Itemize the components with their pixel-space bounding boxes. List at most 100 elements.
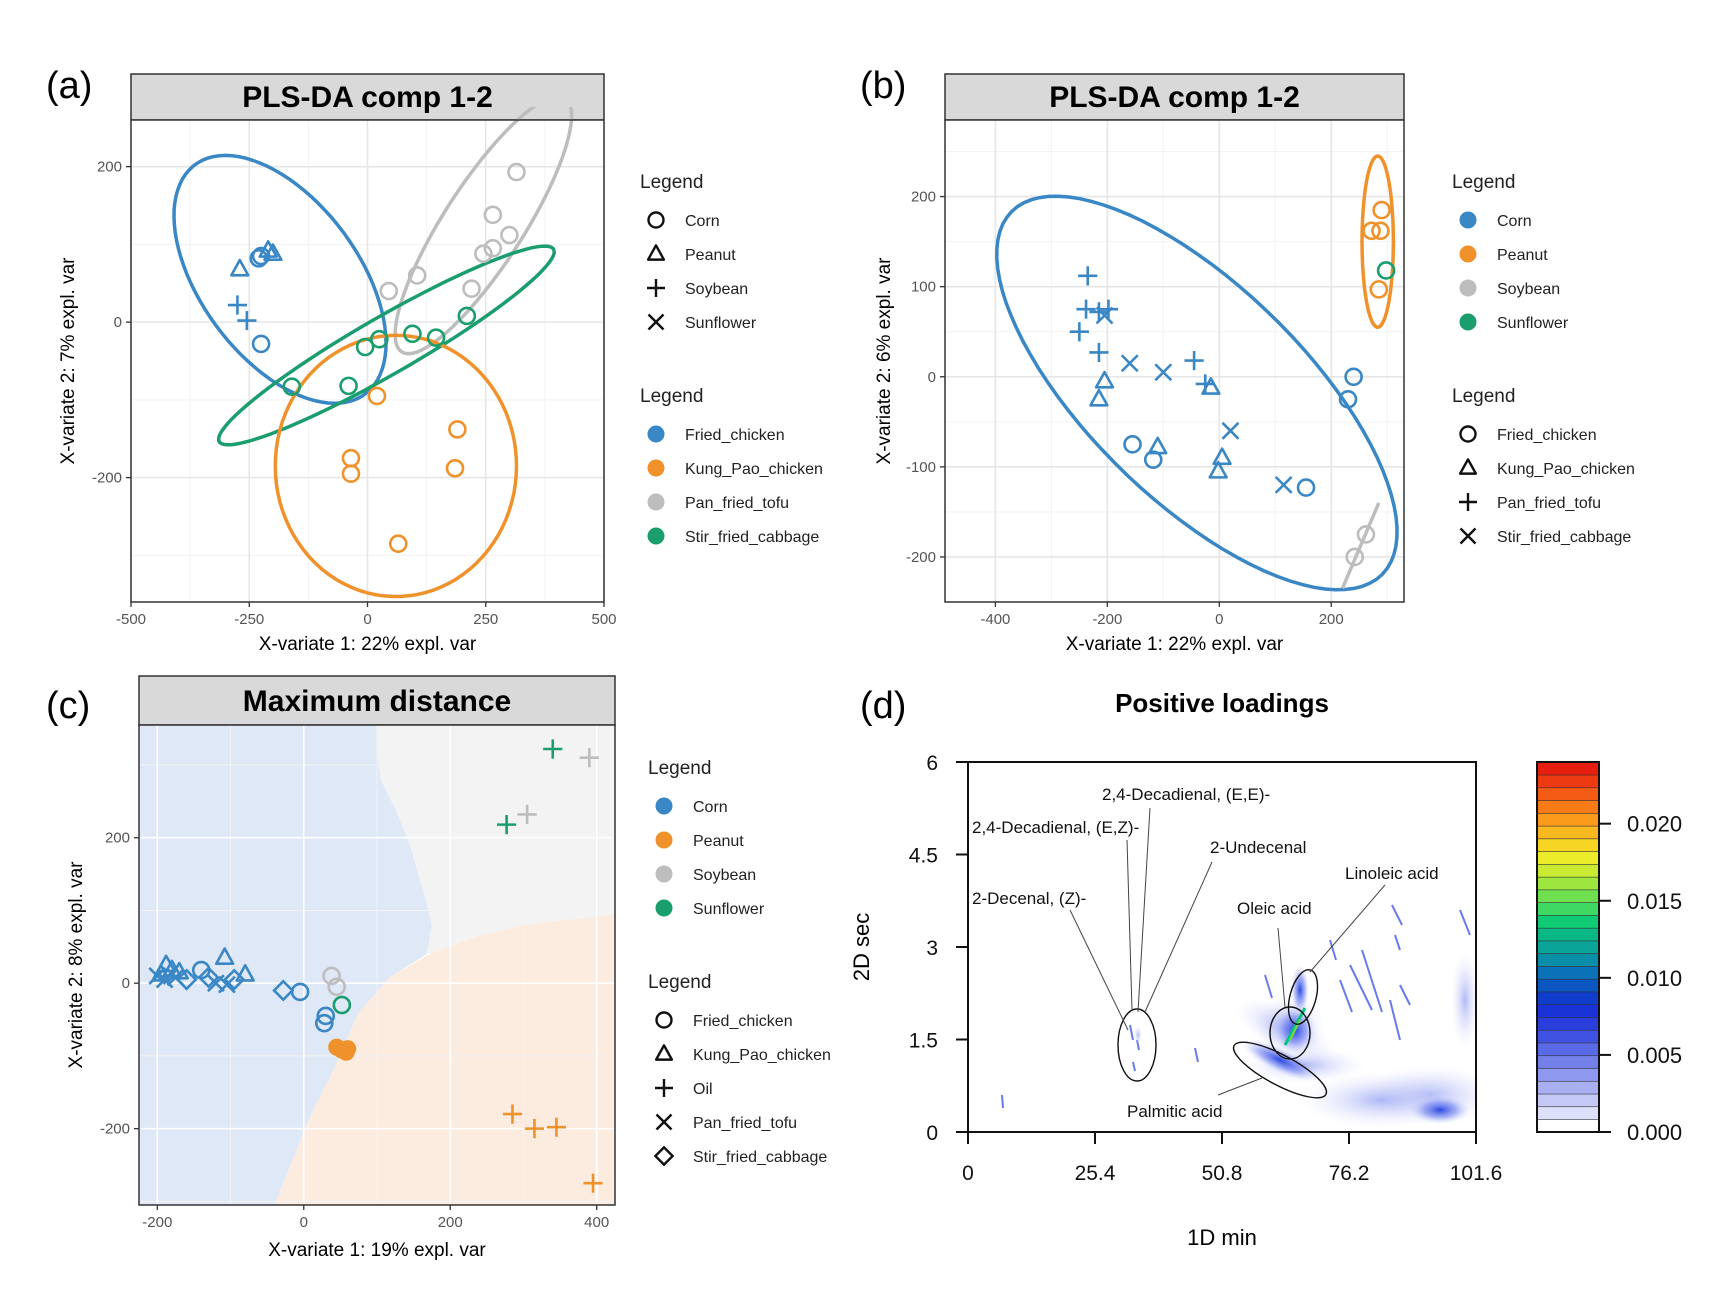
y-tick-label: 1.5 <box>909 1030 938 1053</box>
data-point-pan-fried-tofu <box>407 266 427 285</box>
y-tick-label: -200 <box>92 470 122 487</box>
y-tick-label: -100 <box>906 459 936 476</box>
data-point-corn <box>1154 363 1173 382</box>
legend-label: Fried_chicken <box>1497 427 1597 444</box>
colorbar-level <box>1536 1029 1600 1044</box>
data-point-stir-fried-cabbage <box>426 328 446 347</box>
heatmap-streak <box>1001 1094 1004 1109</box>
colorbar-tick-label: 0.005 <box>1627 1043 1682 1068</box>
legend-title: Legend <box>1452 386 1515 407</box>
heatmap-streak <box>1349 964 1373 1011</box>
y-tick-label: 3 <box>926 937 938 960</box>
panel-b-title-strip <box>944 73 1405 121</box>
data-point-corn <box>1274 475 1293 494</box>
legend-key <box>647 279 665 297</box>
x-tick-label: 101.6 <box>1450 1162 1503 1185</box>
colorbar-tick-label: 0.020 <box>1627 812 1682 837</box>
data-point-corn <box>1296 478 1316 497</box>
heatmap-streak <box>1264 974 1273 999</box>
data-point-peanut <box>524 1119 545 1139</box>
panel-d-y-label: 2D sec <box>849 913 874 981</box>
legend-label: Peanut <box>693 833 744 850</box>
data-point-peanut <box>1371 221 1390 241</box>
data-point-stir-fried-cabbage <box>339 376 358 396</box>
legend-key <box>1459 279 1477 297</box>
x-tick-label: 200 <box>438 1214 463 1231</box>
data-point-pan-fried-tofu <box>507 162 526 182</box>
panel-b-ellipses <box>995 154 1399 592</box>
data-point-fried-chicken <box>237 310 257 331</box>
leader-line <box>1137 807 1151 1013</box>
legend-key <box>1459 245 1477 263</box>
legend-label: Corn <box>693 799 728 816</box>
y-tick-label: 4.5 <box>909 845 938 868</box>
legend-key <box>647 527 665 545</box>
data-point-soybean <box>517 804 537 825</box>
data-point-stir-fried-cabbage <box>403 324 422 344</box>
data-point-corn <box>175 968 198 991</box>
legend-label: Soybean <box>693 867 756 884</box>
y-tick-label: 200 <box>105 830 130 847</box>
data-point-soybean <box>322 966 341 986</box>
data-point-corn <box>1344 367 1363 387</box>
data-point-peanut <box>502 1104 523 1124</box>
colorbar-level <box>1536 774 1600 789</box>
panel-c-ticks: -200 0 200 400 -200 0 200 <box>100 830 609 1231</box>
colorbar-level <box>1536 1042 1600 1057</box>
data-point-corn <box>272 979 295 1002</box>
y-tick-label: -200 <box>906 549 936 566</box>
y-tick-label: -200 <box>100 1121 130 1138</box>
panel-b-legends: Legend Corn Peanut Soybean Sunflower Legend Fr… <box>1452 172 1635 546</box>
legend-label: Stir_fried_cabbage <box>1497 529 1631 546</box>
panel-b-plot-border <box>944 119 1405 603</box>
colorbar-level <box>1536 1004 1600 1018</box>
annotation-undecenal: 2-Undecenal <box>1210 838 1306 857</box>
colorbar-level <box>1536 927 1600 942</box>
legend-key <box>646 244 666 261</box>
annotation-decenal: 2-Decenal, (Z)- <box>972 889 1086 908</box>
data-point-peanut <box>583 1173 603 1193</box>
colorbar-tick-label: 0.000 <box>1627 1120 1682 1145</box>
y-tick-label: 100 <box>911 279 936 296</box>
legend-key <box>654 1044 674 1061</box>
x-tick-label: 0 <box>1215 611 1223 628</box>
annotation-palmitic-acid: Palmitic acid <box>1127 1102 1222 1121</box>
colorbar-border <box>1536 761 1600 1133</box>
heatmap-streak <box>1129 1024 1134 1041</box>
panel-a: (a) PLS-DA comp 1-2 -500 -250 0 250 500 -200 0… <box>46 65 823 655</box>
colorbar-level <box>1536 1118 1600 1133</box>
data-point-corn <box>235 963 255 982</box>
y-tick-label: 0 <box>928 369 936 386</box>
legend-title: Legend <box>640 172 703 193</box>
data-point-corn <box>1094 370 1115 389</box>
panel-d-title: Positive loadings <box>1115 688 1329 718</box>
heatmap-streak <box>1194 1047 1199 1063</box>
x-tick-label: -500 <box>116 611 146 628</box>
legend-label: Stir_fried_cabbage <box>693 1149 827 1166</box>
colorbar-level <box>1536 965 1600 980</box>
data-point-corn <box>1089 302 1109 322</box>
decision-region <box>274 914 615 1205</box>
decision-region <box>377 725 615 955</box>
legend-key <box>1459 527 1477 545</box>
data-point-corn <box>1089 342 1109 363</box>
confidence-ellipse-degenerate <box>1340 502 1381 590</box>
legend-label: Sunflower <box>685 315 757 332</box>
annotation-oleic-acid: Oleic acid <box>1237 899 1312 918</box>
panel-d-ticks: 0 25.4 50.8 76.2 101.6 0 1.5 3 4.5 6 <box>909 752 1502 1185</box>
colorbar-level <box>1536 787 1600 801</box>
x-tick-label: 400 <box>584 1214 609 1231</box>
legend-key <box>655 797 673 815</box>
legend-key <box>655 899 673 917</box>
panel-d-heatmap <box>968 762 1476 1132</box>
colorbar-level <box>1536 953 1600 967</box>
data-point-stir-fried-cabbage <box>355 337 375 357</box>
data-point-corn <box>1123 435 1142 454</box>
panel-c-plot-border <box>138 724 616 1206</box>
data-point-kung-pao-chicken <box>445 458 465 478</box>
annotation-decadienal-ez: 2,4-Decadienal, (E,Z)- <box>972 818 1139 837</box>
legend-key <box>653 1145 675 1167</box>
panel-b-x-label: X-variate 1: 22% expl. var <box>1066 634 1284 655</box>
colorbar-level <box>1536 1093 1600 1108</box>
